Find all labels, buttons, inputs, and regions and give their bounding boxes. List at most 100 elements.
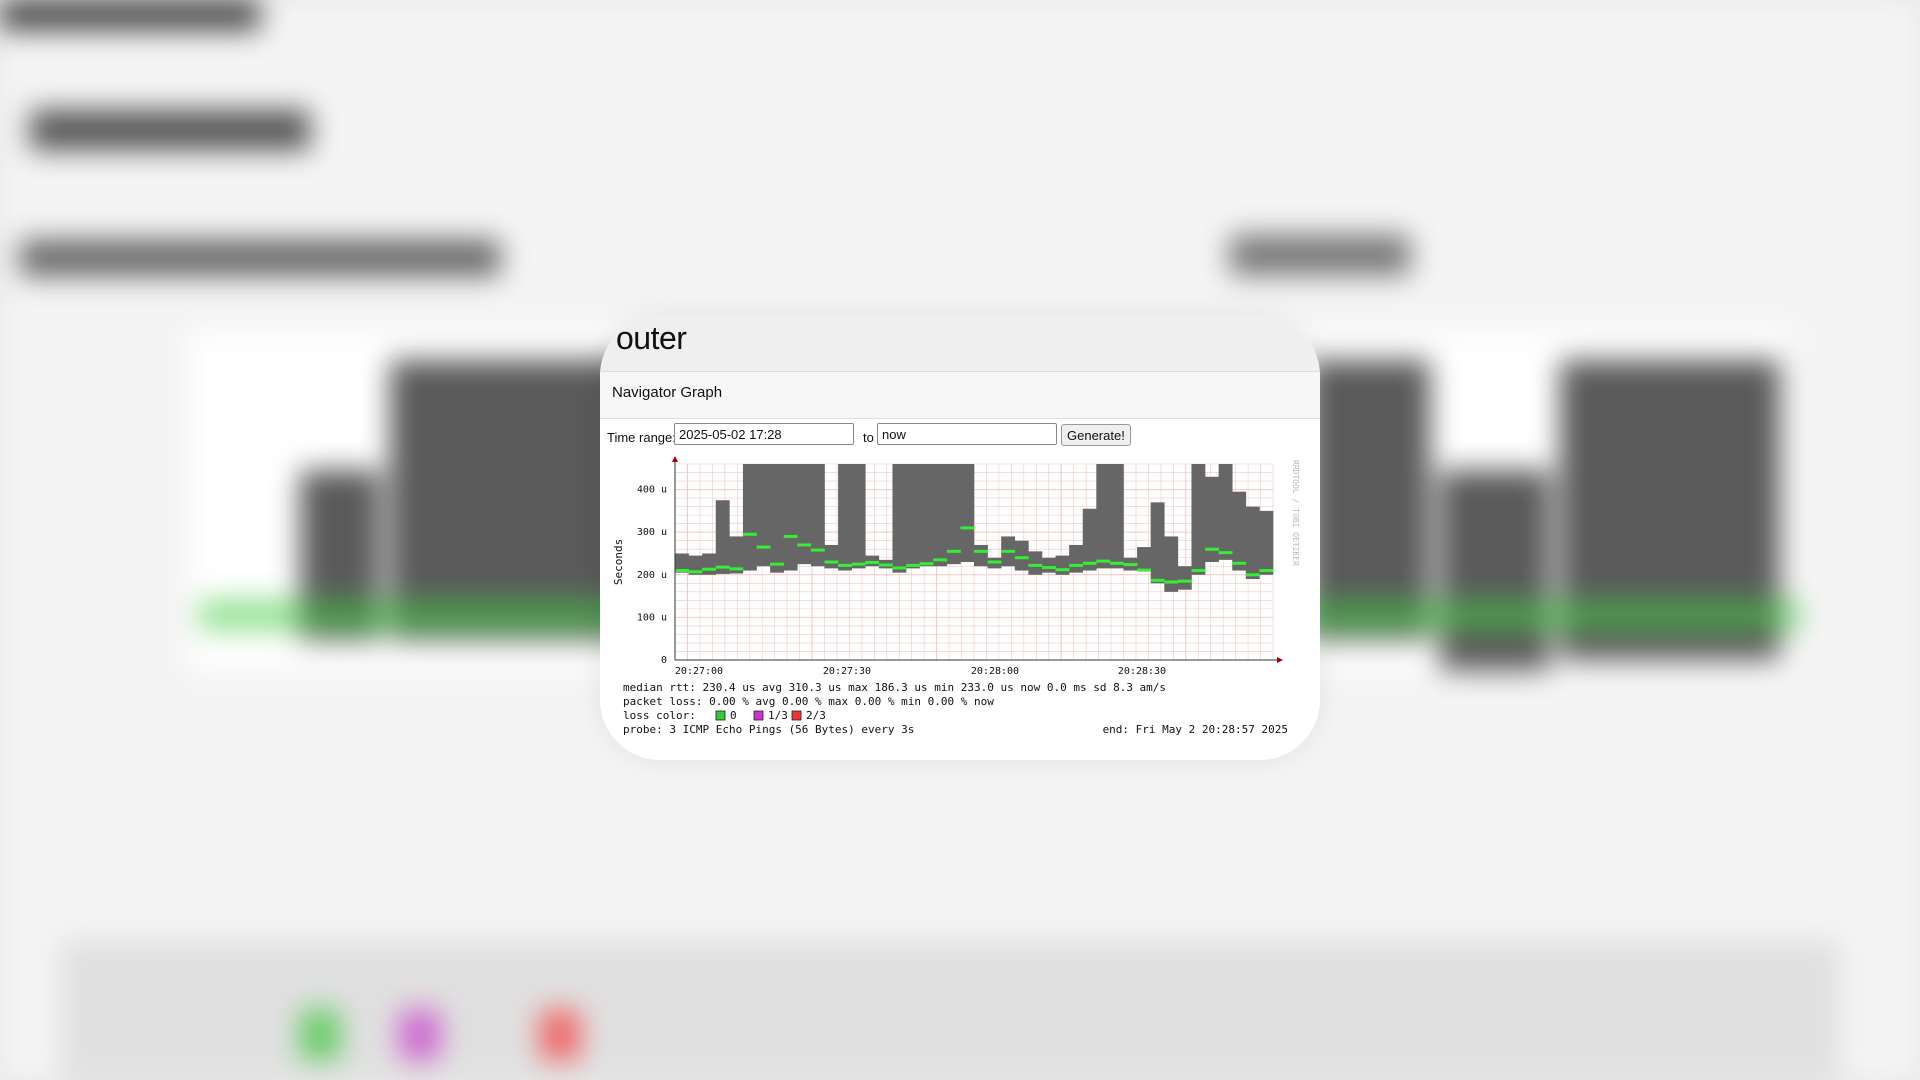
median-point (946, 549, 961, 553)
panel-title: Navigator Graph (612, 384, 723, 401)
median-point (715, 565, 730, 569)
time-range-to-input[interactable] (877, 423, 1057, 445)
loss-legend-label: 2/3 (806, 709, 826, 722)
median-point (770, 562, 785, 566)
latency-graph: 0 100 u 200 u 300 u 400 u 20:27:00 20:27:30 20:… (612, 456, 1300, 736)
median-point (851, 562, 866, 566)
median-point (1069, 563, 1084, 567)
median-point (933, 558, 948, 562)
median-point (892, 566, 907, 570)
latency-range-bar (797, 464, 812, 565)
latency-range-bar (1164, 536, 1179, 592)
latency-range-bar (1096, 464, 1111, 569)
y-tick-label: 0 (661, 655, 667, 666)
rrdtool-watermark: RRDTOOL / TOBI OETIKER (1291, 460, 1300, 566)
latency-range-bar (729, 536, 744, 574)
median-point (1232, 561, 1247, 565)
y-axis-arrow-icon (672, 456, 678, 462)
median-rtt-stats: median rtt: 230.4 us avg 310.3 us max 18… (623, 681, 1166, 694)
loss-legend-swatch (715, 710, 726, 721)
latency-range-bar (702, 553, 717, 575)
median-point (919, 562, 934, 566)
latency-range-bar (810, 464, 825, 567)
median-point (1164, 580, 1179, 584)
latency-range-bar (933, 464, 948, 567)
panel-header: Navigator Graph (600, 371, 1320, 419)
median-point (702, 567, 717, 571)
latency-range-bar (1218, 464, 1233, 560)
y-tick-label: 200 u (637, 570, 667, 581)
latency-range-bar (1041, 557, 1056, 573)
median-point (742, 532, 757, 536)
page-header: outer (600, 316, 1320, 371)
median-point (838, 563, 852, 567)
x-tick-label: 20:28:00 (971, 666, 1019, 677)
loss-legend-label: 0 (730, 709, 737, 722)
median-point (974, 549, 988, 553)
median-point (1245, 573, 1260, 577)
latency-range-bar (675, 553, 689, 573)
median-point (1055, 568, 1070, 572)
latency-range-bar (1245, 506, 1260, 580)
median-point (1041, 566, 1056, 570)
median-point (797, 543, 812, 547)
median-point (1096, 559, 1111, 563)
median-point (878, 563, 893, 567)
median-point (1150, 578, 1165, 582)
median-point (1014, 556, 1029, 560)
latency-range-bar (892, 464, 907, 573)
median-point (960, 526, 975, 530)
to-label: to (863, 430, 874, 445)
latency-range-bar (1232, 491, 1247, 571)
latency-range-bar (1082, 508, 1097, 571)
latency-range-bar (1014, 540, 1029, 571)
median-point (1001, 549, 1016, 553)
y-axis-label: Seconds (612, 539, 625, 585)
median-point (1028, 563, 1043, 567)
navigator-card: outer Navigator Graph Time range: to Gen… (600, 316, 1320, 760)
y-tick-label: 400 u (637, 485, 667, 496)
x-tick-label: 20:27:00 (675, 666, 723, 677)
median-point (756, 545, 771, 549)
time-range-form: Time range: to Generate! (607, 420, 1307, 454)
latency-range-bar (1055, 555, 1070, 575)
median-point (865, 560, 880, 564)
latency-range-bar (1109, 464, 1124, 569)
median-point (1109, 561, 1124, 565)
x-tick-label: 20:27:30 (823, 666, 871, 677)
loss-legend-swatch (791, 710, 802, 721)
time-range-from-input[interactable] (674, 423, 854, 445)
median-point (1177, 579, 1192, 583)
packet-loss-stats: packet loss: 0.00 % avg 0.00 % max 0.00 … (623, 695, 994, 708)
latency-range-bar (715, 500, 730, 574)
y-tick-label: 100 u (637, 612, 667, 623)
latency-range-bar (824, 544, 839, 569)
median-point (1218, 551, 1233, 555)
median-point (1191, 569, 1206, 573)
latency-range-bar (1205, 476, 1219, 562)
median-point (729, 567, 744, 571)
generate-button[interactable]: Generate! (1061, 424, 1131, 446)
x-tick-label: 20:28:30 (1118, 666, 1166, 677)
latency-range-bar (742, 464, 757, 571)
median-point (1082, 561, 1097, 565)
latency-range-bar (946, 464, 961, 565)
latency-range-bar (1191, 464, 1206, 575)
latency-range-bar (783, 464, 798, 571)
latency-range-bar (756, 464, 771, 567)
latency-range-bar (1177, 566, 1192, 590)
latency-range-bar (919, 464, 934, 567)
probe-info: probe: 3 ICMP Echo Pings (56 Bytes) ever… (623, 723, 914, 736)
latency-range-bar (838, 464, 852, 571)
latency-range-bar (974, 544, 988, 567)
end-time: end: Fri May 2 20:28:57 2025 (1103, 723, 1288, 736)
y-tick-label: 300 u (637, 527, 667, 538)
latency-range-bar (960, 464, 975, 562)
median-point (783, 534, 798, 538)
median-point (1205, 547, 1219, 551)
latency-range-bar (1150, 502, 1165, 584)
latency-range-bar (688, 555, 703, 575)
median-point (824, 560, 839, 564)
latency-range-bar (1137, 547, 1151, 571)
median-point (1123, 563, 1138, 567)
